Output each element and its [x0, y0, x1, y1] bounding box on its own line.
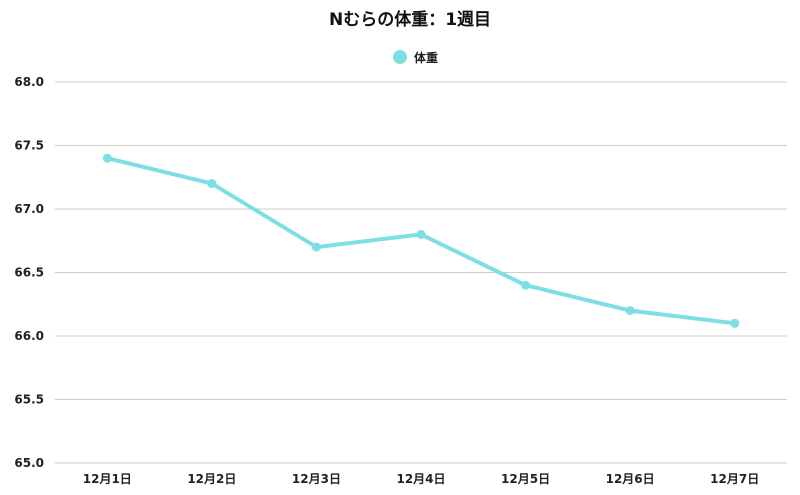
- grid: [55, 81, 787, 464]
- data-point: [625, 306, 635, 316]
- chart-title: Nむらの体重：1週目: [329, 9, 491, 30]
- data-point: [521, 280, 531, 290]
- legend: 体重: [393, 50, 438, 65]
- x-tick-label: 12月7日: [710, 472, 759, 486]
- x-tick-label: 12月1日: [83, 472, 132, 486]
- y-tick-label: 66.5: [14, 266, 44, 280]
- series-weight: [102, 153, 740, 328]
- legend-swatch-weight: [393, 50, 407, 64]
- y-tick-label: 65.5: [14, 393, 44, 407]
- y-tick-label: 67.0: [14, 202, 44, 216]
- x-tick-label: 12月4日: [396, 472, 445, 486]
- y-tick-label: 65.0: [14, 456, 44, 470]
- x-tick-label: 12月3日: [292, 472, 341, 486]
- x-tick-label: 12月2日: [187, 472, 236, 486]
- data-point: [207, 179, 217, 189]
- x-tick-label: 12月5日: [501, 472, 550, 486]
- y-tick-label: 66.0: [14, 329, 44, 343]
- x-tick-label: 12月6日: [606, 472, 655, 486]
- series-line-weight: [105, 156, 737, 326]
- x-axis-ticks: 12月1日 12月2日 12月3日 12月4日 12月5日 12月6日 12月7日: [83, 472, 759, 486]
- legend-label-weight: 体重: [414, 50, 438, 65]
- y-tick-label: 67.5: [14, 139, 44, 153]
- data-point: [730, 318, 740, 328]
- y-axis-ticks: 65.0 65.5 66.0 66.5 67.0 67.5 68.0: [14, 75, 44, 470]
- data-point: [416, 229, 426, 239]
- y-tick-label: 68.0: [14, 75, 44, 89]
- data-point: [102, 153, 112, 163]
- data-point: [311, 242, 321, 252]
